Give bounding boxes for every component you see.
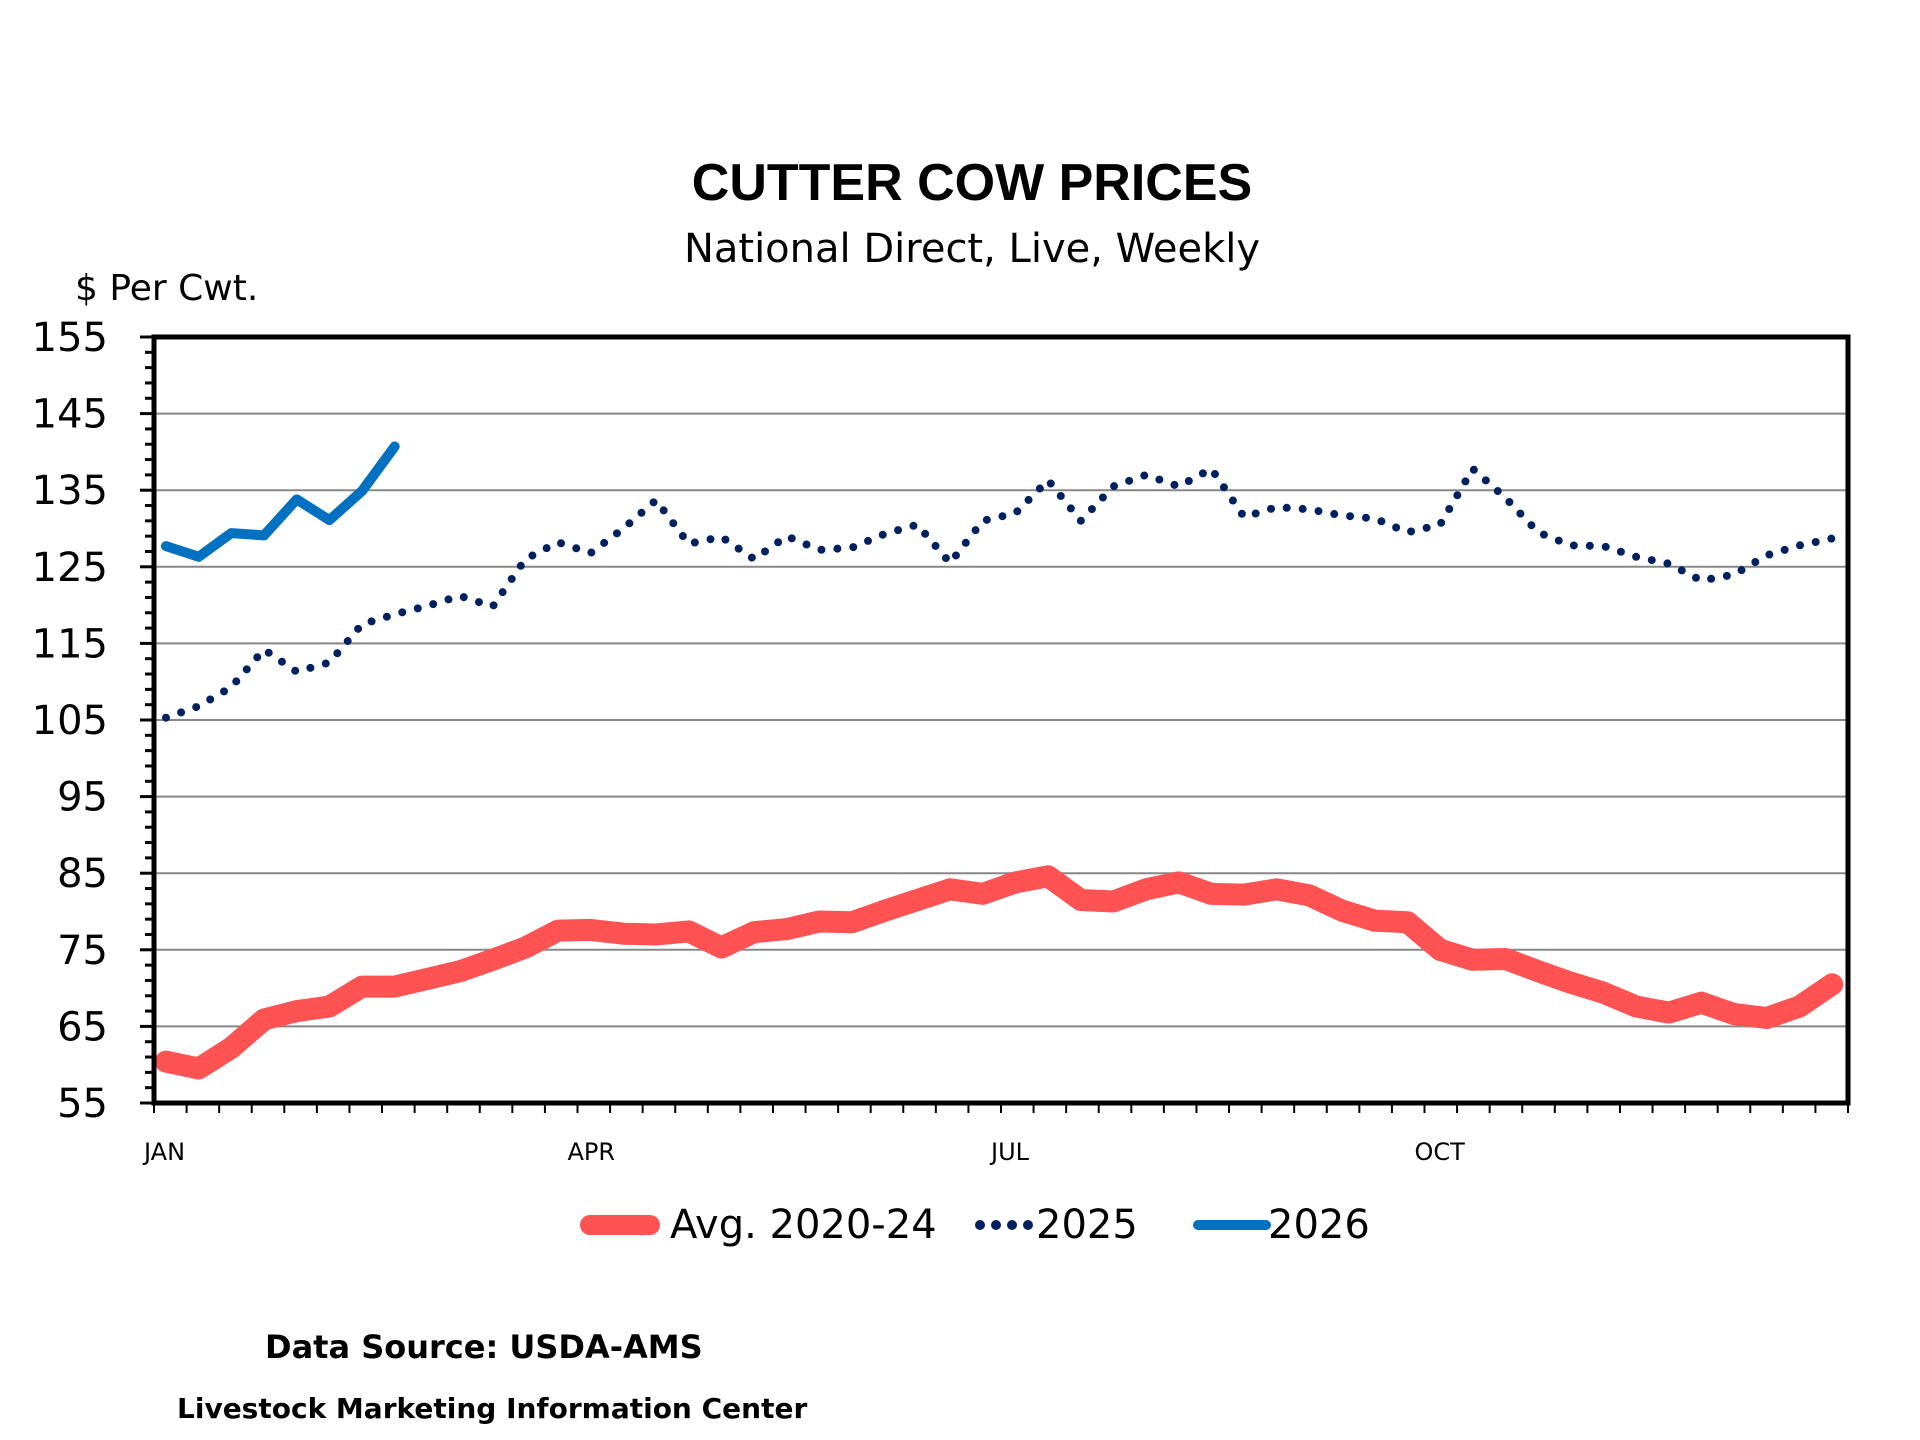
series-line	[162, 464, 1837, 722]
x-tick-label-apr: APR	[568, 1138, 616, 1166]
x-tick-label-jan: JAN	[142, 1138, 185, 1166]
legend-item-avg: Avg. 2020-24	[580, 1202, 937, 1248]
y-tick-label: 115	[32, 621, 108, 667]
legend-item-2026: 2026	[1193, 1202, 1370, 1248]
y-tick-label: 125	[32, 545, 108, 591]
legend-label-avg: Avg. 2020-24	[670, 1202, 937, 1248]
plot-frame	[151, 334, 1851, 1106]
legend: Avg. 2020-24 2025 2026	[580, 1202, 1370, 1248]
organization-credit: Livestock Marketing Information Center	[177, 1392, 807, 1425]
legend-label-2025: 2025	[1036, 1202, 1138, 1248]
y-tick-label: 145	[32, 392, 108, 438]
y-tick-label: 55	[57, 1081, 108, 1127]
x-tick-label-oct: OCT	[1415, 1138, 1466, 1166]
y-axis-label: $ Per Cwt.	[75, 268, 258, 309]
series-avg-2020-24	[155, 865, 1844, 1080]
legend-item-2025: 2025	[975, 1202, 1138, 1248]
y-tick-label: 135	[32, 468, 108, 514]
chart-title: CUTTER COW PRICES	[692, 154, 1252, 212]
x-axis-ticks: JAN APR JUL OCT	[142, 1103, 1849, 1166]
y-tick-label: 85	[57, 851, 108, 897]
gridlines	[154, 412, 1848, 1028]
legend-swatch-2025	[975, 1220, 1033, 1230]
series-line	[161, 441, 400, 562]
y-tick-label: 155	[32, 315, 108, 361]
series-line	[155, 865, 1844, 1080]
series-2026	[161, 441, 400, 562]
x-tick-label-jul: JUL	[989, 1138, 1030, 1166]
y-tick-label: 75	[57, 928, 108, 974]
y-axis-ticks: 55 65 75 85 95 105 115 125 135 145 155	[32, 315, 154, 1127]
legend-label-2026: 2026	[1268, 1202, 1370, 1248]
chart-subtitle: National Direct, Live, Weekly	[684, 226, 1260, 272]
y-tick-label: 95	[57, 775, 108, 821]
y-tick-label: 105	[32, 698, 108, 744]
y-tick-label: 65	[57, 1004, 108, 1050]
series-2025	[162, 464, 1837, 722]
series-layer	[155, 441, 1844, 1080]
data-source: Data Source: USDA-AMS	[265, 1328, 703, 1366]
